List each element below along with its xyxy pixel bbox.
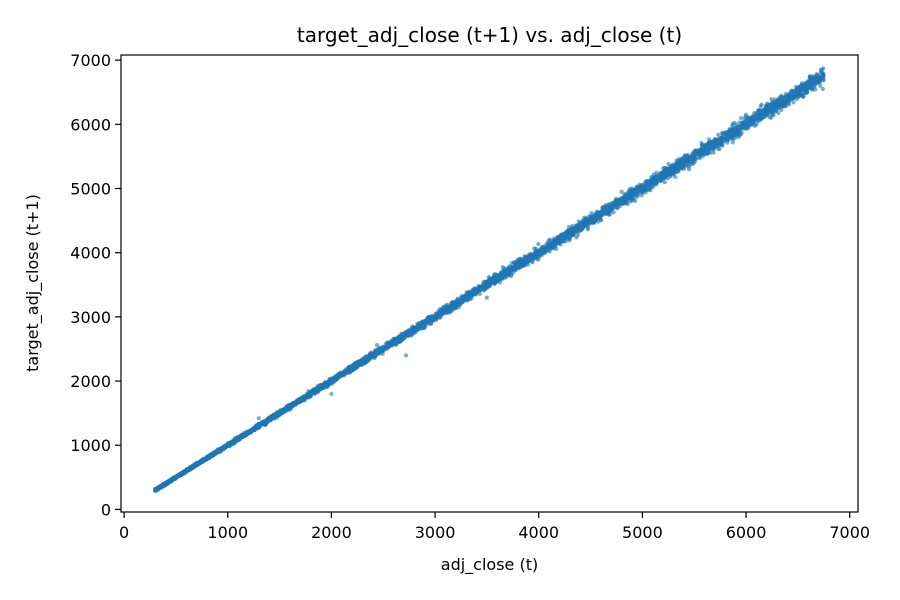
scatter-point: [251, 426, 256, 431]
scatter-point: [821, 78, 826, 83]
scatter-point: [198, 460, 203, 465]
data-points: [153, 66, 826, 493]
scatter-point: [507, 264, 512, 269]
scatter-point: [291, 400, 296, 406]
scatter-point: [754, 122, 759, 127]
scatter-point: [633, 189, 639, 194]
scatter-point: [441, 310, 446, 315]
scatter-point: [385, 340, 390, 346]
scatter-point: [515, 259, 520, 264]
scatter-point: [509, 261, 515, 266]
scatter-point: [773, 109, 778, 114]
scatter-point: [716, 132, 721, 137]
scatter-point: [740, 125, 745, 130]
scatter-point: [532, 246, 537, 251]
scatter-point: [736, 134, 741, 140]
scatter-point: [191, 464, 196, 470]
scatter-point: [510, 265, 516, 270]
scatter-point: [491, 277, 496, 282]
scatter-point: [550, 240, 555, 245]
scatter-point: [720, 143, 725, 148]
scatter-point: [770, 112, 775, 117]
scatter-point: [547, 237, 552, 242]
scatter-point: [458, 298, 463, 303]
scatter-point: [589, 211, 594, 216]
scatter-point: [651, 172, 657, 177]
scatter-point: [821, 66, 826, 71]
scatter-point: [664, 167, 669, 172]
scatter-point: [523, 262, 528, 267]
scatter-point: [738, 115, 744, 121]
scatter-point: [478, 284, 483, 289]
scatter-point: [730, 140, 735, 145]
scatter-point: [742, 116, 747, 121]
scatter-point: [799, 81, 805, 86]
scatter-point: [818, 83, 823, 88]
scatter-point: [705, 151, 710, 156]
scatter-point: [769, 97, 774, 102]
scatter-point: [809, 87, 815, 92]
scatter-point: [640, 184, 645, 189]
scatter-point: [574, 235, 579, 240]
scatter-point: [536, 241, 541, 247]
scatter-point: [700, 146, 705, 151]
scatter-point: [405, 329, 410, 334]
scatter-point: [609, 207, 614, 213]
scatter-point: [576, 219, 581, 224]
scatter-point: [789, 91, 794, 96]
scatter-point: [729, 131, 734, 136]
scatter-point: [662, 180, 667, 185]
scatter-point: [793, 94, 798, 99]
scatter-point: [791, 100, 796, 105]
scatter-point: [715, 146, 720, 151]
scatter-point: [667, 167, 672, 173]
scatter-point: [685, 163, 690, 169]
chart-title: target_adj_close (t+1) vs. adj_close (t): [297, 23, 682, 47]
scatter-point: [758, 104, 763, 109]
scatter-point: [695, 151, 701, 156]
scatter-point: [711, 150, 716, 155]
scatter-point: [485, 284, 490, 290]
scatter-point: [560, 234, 565, 239]
scatter-point: [804, 90, 810, 95]
scatter-point: [779, 93, 784, 98]
scatter-point: [687, 156, 692, 161]
scatter-point: [732, 120, 737, 125]
scatter-point: [533, 249, 538, 255]
scatter-point: [667, 171, 672, 177]
scatter-point: [692, 157, 697, 162]
scatter-point: [313, 386, 318, 391]
